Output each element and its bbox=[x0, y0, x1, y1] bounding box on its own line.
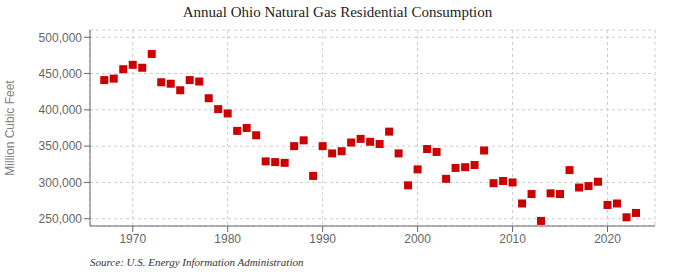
svg-text:350,000: 350,000 bbox=[39, 139, 83, 153]
svg-text:250,000: 250,000 bbox=[39, 212, 83, 226]
html-text:Source: U.S. Energy Informatio: Source: U.S. Energy Information Administ… bbox=[90, 256, 304, 268]
svg-text:500,000: 500,000 bbox=[39, 31, 83, 45]
svg-text:1970: 1970 bbox=[119, 232, 146, 246]
svg-text:Million Cubic Feet: Million Cubic Feet bbox=[8, 80, 17, 176]
svg-text:1990: 1990 bbox=[309, 232, 336, 246]
svg-text:400,000: 400,000 bbox=[39, 103, 83, 117]
svg-text:2010: 2010 bbox=[499, 232, 526, 246]
html-text:Annual Ohio Natural Gas Reside: Annual Ohio Natural Gas Residential Cons… bbox=[182, 4, 493, 20]
svg-text:2000: 2000 bbox=[404, 232, 431, 246]
svg-text:300,000: 300,000 bbox=[39, 176, 83, 190]
svg-text:1980: 1980 bbox=[214, 232, 241, 246]
svg-text:450,000: 450,000 bbox=[39, 67, 83, 81]
svg-text:2020: 2020 bbox=[594, 232, 621, 246]
